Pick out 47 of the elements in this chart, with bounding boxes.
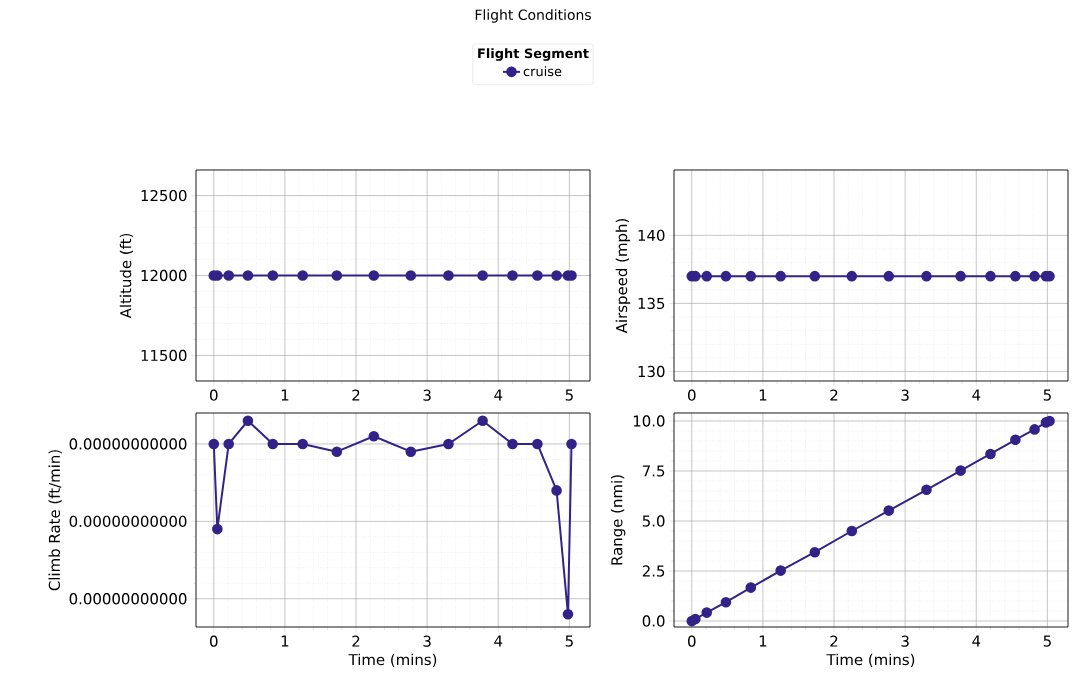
x-tick-label: 2 bbox=[352, 389, 360, 401]
x-tick-label: 4 bbox=[494, 635, 503, 647]
y-tick-label: 12000 bbox=[141, 269, 187, 282]
y-tick-label: 12500 bbox=[141, 189, 187, 202]
x-tick-label: 5 bbox=[1043, 389, 1051, 401]
x-tick-label: 0 bbox=[688, 389, 696, 401]
x-tick-label: 1 bbox=[759, 635, 767, 647]
chart-title: Flight Conditions bbox=[475, 9, 591, 23]
x-axis-title: Time (mins) bbox=[826, 653, 915, 667]
x-tick-label: 3 bbox=[423, 635, 431, 647]
x-tick-label: 1 bbox=[281, 389, 289, 401]
x-tick-label: 5 bbox=[1043, 635, 1051, 647]
y-tick-label: 10.0 bbox=[633, 415, 665, 427]
y-tick-label: 0.00000000000 bbox=[69, 593, 187, 605]
x-tick-label: 0 bbox=[210, 389, 218, 401]
x-tick-label: 2 bbox=[352, 635, 360, 647]
y-tick-label: 130 bbox=[638, 365, 665, 378]
x-tick-label: 4 bbox=[972, 635, 981, 647]
y-tick-label: 140 bbox=[638, 229, 665, 241]
legend-label: cruise bbox=[523, 66, 562, 77]
x-tick-label: 1 bbox=[759, 389, 767, 401]
x-tick-label: 2 bbox=[830, 389, 838, 401]
y-axis-title: Airspeed (mph) bbox=[615, 219, 631, 334]
y-tick-label: 135 bbox=[638, 297, 665, 310]
y-tick-label: 7.5 bbox=[642, 465, 665, 477]
y-axis-title: Altitude (ft) bbox=[119, 233, 134, 319]
x-tick-label: 2 bbox=[830, 635, 838, 647]
x-tick-label: 3 bbox=[901, 389, 909, 401]
x-tick-label: 3 bbox=[901, 635, 909, 647]
y-tick-label: 0.00000000000 bbox=[69, 515, 187, 528]
x-tick-label: 4 bbox=[972, 389, 981, 401]
x-tick-label: 4 bbox=[494, 389, 503, 401]
x-tick-label: 0 bbox=[210, 635, 218, 647]
x-tick-label: 5 bbox=[565, 389, 573, 401]
y-tick-label: 5.0 bbox=[642, 515, 665, 527]
y-tick-label: 0.0 bbox=[642, 615, 665, 627]
x-tick-label: 5 bbox=[565, 635, 573, 647]
y-axis-title: Climb Rate (ft/min) bbox=[48, 450, 62, 591]
y-axis-title: Range (nmi) bbox=[610, 475, 626, 565]
x-tick-label: 1 bbox=[281, 635, 289, 647]
y-tick-label: 0.00000000000 bbox=[69, 438, 187, 450]
x-axis-title: Time (mins) bbox=[348, 653, 437, 667]
legend-title: Flight Segment bbox=[478, 48, 589, 61]
y-tick-label: 2.5 bbox=[642, 565, 665, 577]
x-tick-label: 3 bbox=[423, 389, 431, 401]
x-tick-label: 0 bbox=[688, 635, 696, 647]
y-tick-label: 11500 bbox=[141, 349, 187, 362]
